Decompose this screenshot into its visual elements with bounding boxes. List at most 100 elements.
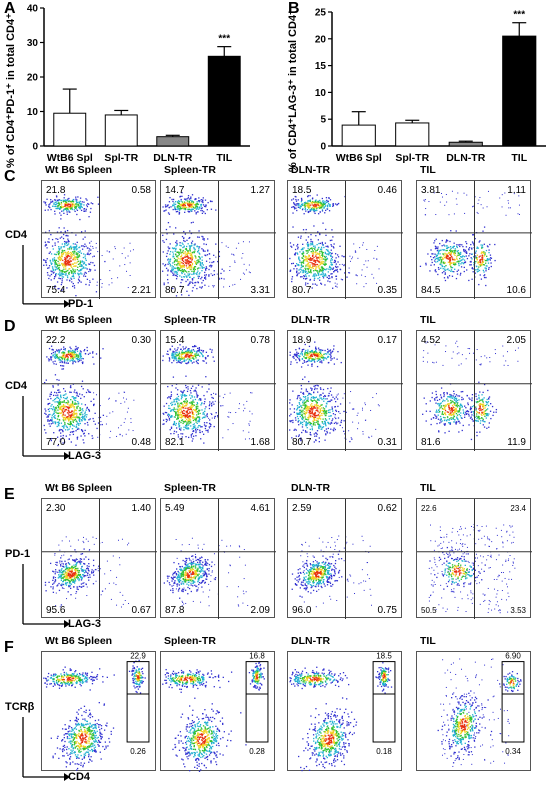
plot-title: Spleen-TR [164, 482, 216, 494]
panel-c-label: C [4, 168, 16, 185]
significance-label: *** [513, 10, 525, 21]
y-tick-label: 30 [27, 38, 39, 49]
facs-plot: 16.8 0.28 [160, 651, 275, 772]
quadrant-value: 11.9 [507, 437, 526, 448]
gate-value-upper: 22.9 [130, 652, 146, 661]
facs-plot: 4.52 2.05 81.6 11.9 [416, 330, 532, 451]
density-plot: 18.5 0.18 [289, 652, 396, 772]
plot-title: Spleen-TR [164, 635, 216, 647]
quadrant-value: 80.7 [292, 285, 312, 296]
bar [448, 141, 483, 147]
gate-box [245, 661, 269, 743]
quadrant-value: 0.46 [378, 185, 398, 196]
quadrant-value: 87.8 [165, 605, 185, 616]
axis-arrows [22, 396, 70, 460]
panel-e-label: E [4, 486, 15, 503]
panel-a-label: A [4, 0, 16, 17]
gate-box [372, 661, 396, 743]
density-plot: 16.8 0.28 [162, 652, 269, 772]
facs-plot: 15.4 0.78 82.1 1.68 [160, 330, 276, 451]
category-label: DLN-TR [153, 152, 192, 164]
plot-title: TIL [420, 482, 436, 494]
quadrant-value: 0.31 [378, 437, 398, 448]
x-axis-label: LAG-3 [68, 618, 101, 630]
gate-box [126, 661, 150, 743]
bar [53, 112, 87, 147]
quadrant-value: 2.21 [132, 285, 152, 296]
bar [395, 122, 430, 147]
density-plot: 6.90 0.34 [437, 652, 525, 767]
y-tick-label: 20 [27, 73, 39, 84]
density-plot: 5.49 4.61 87.8 2.09 [161, 499, 276, 619]
density-plot: 22.2 0.30 77.0 0.48 [42, 331, 157, 451]
category-label: Spl-TR [395, 152, 429, 164]
quadrant-value: 21.8 [46, 185, 66, 196]
facs-plot: 18.5 0.46 80.7 0.35 [287, 180, 403, 299]
facs-plot: 21.8 0.58 75.4 2.21 [41, 180, 157, 299]
quadrant-value: 4.52 [421, 335, 441, 346]
quadrant-value: 81.6 [421, 437, 441, 448]
plot-title: DLN-TR [291, 314, 331, 326]
quadrant-value: 95.6 [46, 605, 66, 616]
y-axis-label: PD-1 [5, 548, 31, 560]
quadrant-value: 0.17 [378, 335, 398, 346]
gate-value-lower: 0.34 [505, 747, 521, 756]
category-label: TIL [216, 152, 232, 164]
quadrant-value: 3.31 [251, 285, 271, 296]
bar [156, 136, 190, 147]
bar [341, 124, 376, 147]
panel-a-chart: 0 10 20 30 40 WtB6 Spl Spl-TR DLN-TR TIL *** [27, 4, 250, 164]
y-axis-label: CD4 [5, 380, 28, 392]
density-plot: 2.30 1.40 95.6 0.67 [42, 499, 157, 619]
category-label: Spl-TR [104, 152, 138, 164]
quadrant-value: 2.59 [292, 503, 312, 514]
facs-plot: 14.7 1.27 80.7 3.31 [160, 180, 276, 299]
y-tick-label: 40 [27, 4, 39, 15]
facs-plot: 18.5 0.18 [287, 651, 402, 772]
quadrant-value: 80.7 [165, 285, 185, 296]
plot-title: Wt B6 Spleen [45, 482, 113, 494]
density-plot: 18.9 0.17 80.7 0.31 [288, 331, 403, 451]
density-plot: 15.4 0.78 82.1 1.68 [161, 331, 276, 451]
quadrant-value: 80.7 [292, 437, 312, 448]
facs-plot: 3.81 1.11 84.5 10.6 [416, 180, 532, 299]
category-label: WtB6 Spl [47, 152, 93, 164]
plot-title: Spleen-TR [164, 314, 216, 326]
axis-arrows [22, 717, 70, 781]
quadrant-value: 4.61 [251, 503, 271, 514]
quadrant-value: 96.0 [292, 605, 312, 616]
plot-title: TIL [420, 635, 436, 647]
quadrant-value: 0.62 [378, 503, 398, 514]
plot-title: Wt B6 Spleen [45, 164, 113, 176]
y-tick-label: 20 [315, 34, 327, 45]
density-plot: 14.7 1.27 80.7 3.31 [161, 181, 276, 299]
quadrant-value: 18.9 [292, 335, 312, 346]
plot-title: Wt B6 Spleen [45, 635, 113, 647]
quadrant-value: 3.81 [421, 185, 441, 196]
y-axis-label: TCRβ [5, 701, 35, 713]
category-label: TIL [511, 152, 527, 164]
y-tick-label: 10 [315, 88, 327, 99]
quadrant-value: 5.49 [165, 503, 185, 514]
quadrant-value: 0.30 [132, 335, 152, 346]
facs-plot: 22.2 0.30 77.0 0.48 [41, 330, 157, 451]
quadrant-value: 0.58 [132, 185, 152, 196]
plot-title: TIL [420, 314, 436, 326]
y-tick-label: 15 [315, 61, 327, 72]
density-plot: 3.81 1.11 84.5 10.6 [417, 181, 532, 299]
quadrant-value: 0.67 [132, 605, 152, 616]
quadrant-value: 50.5 [421, 606, 437, 615]
gate-value-lower: 0.26 [130, 747, 146, 756]
quadrant-value: 0.75 [378, 605, 398, 616]
quadrant-value: 0.35 [378, 285, 398, 296]
panel-f-label: F [4, 639, 14, 656]
panel-d-label: D [4, 318, 16, 335]
quadrant-value: 2.30 [46, 503, 66, 514]
quadrant-value: 75.4 [46, 285, 66, 296]
facs-plot: 2.30 1.40 95.6 0.67 [41, 498, 157, 619]
quadrant-value: 22.6 [421, 504, 437, 513]
category-label: DLN-TR [446, 152, 485, 164]
gate-value-lower: 0.28 [249, 747, 265, 756]
density-plot: 4.52 2.05 81.6 11.9 [417, 331, 532, 451]
gate-box [501, 661, 525, 743]
